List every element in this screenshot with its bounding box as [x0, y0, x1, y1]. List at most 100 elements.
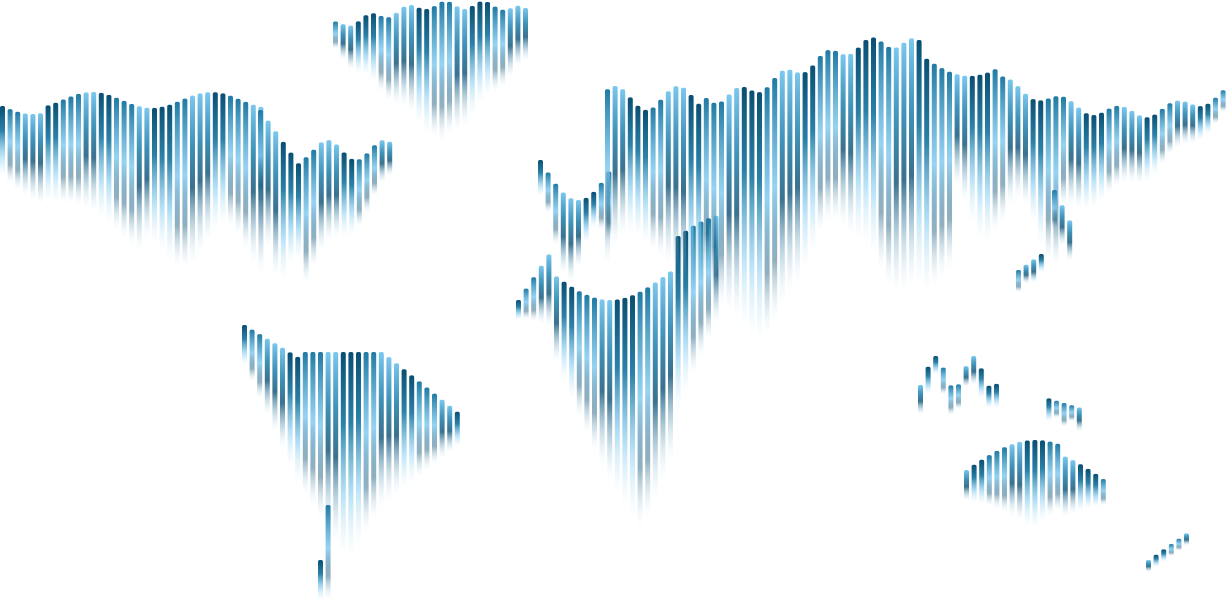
australia-stripe	[1055, 443, 1061, 511]
asia-stripe	[1000, 76, 1006, 222]
asia-stripe	[1030, 99, 1036, 224]
africa-stripe	[622, 297, 628, 507]
greenland-stripe	[431, 6, 437, 138]
north-america-stripe	[258, 110, 263, 212]
asia-stripe	[1129, 110, 1135, 183]
south-america-stripe	[348, 352, 354, 557]
north-america-stripe	[311, 149, 317, 268]
greenland-stripe	[371, 13, 376, 81]
asia-stripe	[696, 103, 702, 284]
south-america-stripe	[363, 352, 369, 533]
africa-stripe	[599, 299, 605, 467]
greenland-stripe	[462, 9, 468, 126]
australia-stripe	[1032, 440, 1038, 528]
north-america-stripe	[136, 106, 142, 252]
north-america-stripe	[349, 158, 355, 235]
north-america-stripe	[265, 120, 271, 247]
north-america-stripe	[190, 95, 195, 264]
north-america-stripe	[45, 105, 51, 201]
africa-stripe	[660, 277, 666, 481]
new-zealand-stripe	[1153, 554, 1159, 567]
asia-stripe	[779, 70, 785, 305]
north-america-stripe	[372, 145, 377, 197]
southeast-asia-stripe	[948, 385, 954, 416]
southeast-asia-stripe	[1016, 270, 1021, 293]
africa-stripe	[592, 297, 597, 452]
south-america-stripe	[333, 352, 339, 544]
asia-stripe	[962, 75, 968, 202]
africa-stripe	[607, 300, 613, 481]
north-america-stripe	[182, 98, 188, 269]
greenland-stripe	[485, 2, 490, 95]
asia-stripe	[772, 78, 778, 322]
south-america-stripe	[249, 329, 255, 382]
africa-stripe	[645, 287, 651, 518]
australia-stripe	[1047, 441, 1053, 516]
asia-stripe	[969, 75, 975, 222]
north-america-stripe	[60, 99, 66, 203]
map-stripes	[0, 1, 1226, 600]
australia-stripe	[1078, 464, 1083, 512]
asia-stripe	[1114, 105, 1120, 187]
asia-stripe	[635, 105, 641, 236]
australia-stripe	[1085, 468, 1091, 509]
north-america-stripe	[228, 95, 233, 227]
north-america-stripe	[22, 113, 28, 196]
australia-stripe	[1070, 460, 1076, 514]
australia-stripe	[986, 455, 992, 507]
new-zealand-stripe	[1176, 538, 1182, 551]
europe-stripe	[591, 191, 597, 227]
greenland-stripe	[454, 6, 460, 132]
asia-stripe	[711, 102, 717, 295]
africa-stripe	[554, 276, 559, 362]
asia-stripe	[1220, 90, 1226, 112]
greenland-stripe	[477, 1, 483, 103]
north-america-stripe	[296, 163, 301, 259]
asia-stripe	[1099, 112, 1104, 202]
asia-stripe	[1197, 106, 1203, 141]
north-america-stripe	[0, 106, 5, 176]
north-america-stripe	[38, 113, 43, 205]
australia-stripe	[1024, 440, 1030, 526]
australia-stripe	[994, 450, 1000, 509]
asia-stripe	[734, 88, 740, 318]
south-america-stripe	[356, 352, 361, 545]
asia-stripe	[795, 72, 800, 283]
australia-stripe	[964, 470, 969, 501]
asia-stripe	[833, 50, 838, 222]
asia-stripe	[1137, 115, 1142, 184]
north-america-stripe	[318, 142, 324, 252]
asia-stripe	[673, 86, 679, 270]
southeast-asia-stripe	[933, 356, 939, 375]
north-america-stripe	[91, 92, 97, 213]
australia-stripe	[1093, 473, 1099, 507]
asia-stripe	[863, 40, 869, 244]
asia-stripe	[1083, 113, 1089, 211]
asia-stripe	[924, 58, 930, 294]
southeast-asia-stripe	[978, 368, 984, 398]
africa-stripe	[614, 299, 620, 495]
south-america-stripe	[432, 393, 437, 465]
africa-stripe	[569, 286, 575, 400]
north-america-stripe	[334, 144, 339, 238]
asia-stripe	[1038, 100, 1044, 245]
north-america-stripe	[197, 93, 203, 254]
asia-stripe	[1053, 96, 1059, 267]
asia-stripe	[825, 50, 831, 222]
asia-stripe	[855, 47, 861, 239]
new-zealand-stripe	[1161, 549, 1167, 562]
southeast-asia-stripe	[1067, 220, 1073, 261]
southeast-asia-stripe	[1031, 259, 1037, 283]
southeast-asia-stripe	[1076, 407, 1082, 432]
new-zealand-stripe	[1146, 560, 1151, 572]
southeast-asia-stripe	[1038, 254, 1044, 272]
north-america-stripe	[129, 104, 135, 246]
asia-stripe	[1121, 106, 1127, 183]
north-america-stripe	[379, 140, 385, 183]
south-america-stripe	[325, 352, 331, 531]
asia-stripe	[840, 54, 846, 228]
south-america-stripe	[378, 352, 384, 508]
south-america-stripe	[424, 387, 430, 471]
north-america-stripe	[7, 109, 13, 184]
southeast-asia-stripe	[986, 385, 992, 408]
